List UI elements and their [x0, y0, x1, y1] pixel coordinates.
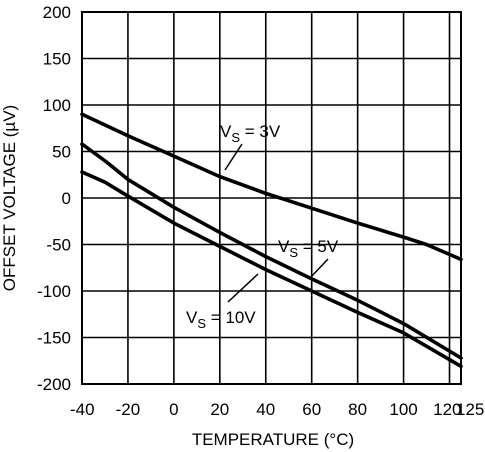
x-tick-label: 0 — [169, 400, 178, 419]
y-tick-label: 150 — [43, 50, 71, 69]
x-tick-label: 120 — [433, 400, 461, 419]
annotation-vs-5v: VS = 5V — [278, 237, 339, 260]
leader-vs-10v — [227, 273, 259, 303]
plot-frame — [81, 11, 462, 385]
y-tick-label: -150 — [37, 329, 71, 348]
y-tick-label: -50 — [46, 236, 71, 255]
series-line-2 — [80, 170, 463, 369]
y-tick-label: 100 — [43, 96, 71, 115]
series-line-0 — [80, 112, 463, 262]
series-line-1 — [80, 142, 463, 360]
annotation-vs-3v: VS = 3V — [220, 122, 281, 145]
x-tick-label: 100 — [389, 400, 417, 419]
x-tick-label: -40 — [70, 400, 95, 419]
y-tick-labels: 200 150 100 50 0 -50 -100 -150 -200 — [37, 3, 71, 394]
leader-vs-3v — [224, 143, 243, 171]
y-tick-label: -200 — [37, 375, 71, 394]
leader-vs-5v — [309, 258, 329, 279]
x-axis-title: TEMPERATURE (°C) — [192, 430, 354, 449]
y-tick-label: 50 — [52, 143, 71, 162]
annotation-vs-10v: VS = 10V — [186, 308, 256, 331]
y-tick-label: -100 — [37, 282, 71, 301]
x-tick-label: 80 — [348, 400, 367, 419]
y-axis-title: OFFSET VOLTAGE (µV) — [0, 105, 19, 291]
x-tick-label: -20 — [116, 400, 141, 419]
x-tick-label: 20 — [210, 400, 229, 419]
grid-lines — [82, 12, 461, 384]
x-tick-label: 60 — [302, 400, 321, 419]
x-tick-label: 125 — [456, 400, 484, 419]
y-tick-label: 200 — [43, 3, 71, 22]
series-annotations: VS = 3V VS = 5V VS = 10V — [186, 122, 339, 331]
x-tick-label: 40 — [256, 400, 275, 419]
series-curves — [80, 112, 463, 369]
y-tick-label: 0 — [62, 189, 71, 208]
